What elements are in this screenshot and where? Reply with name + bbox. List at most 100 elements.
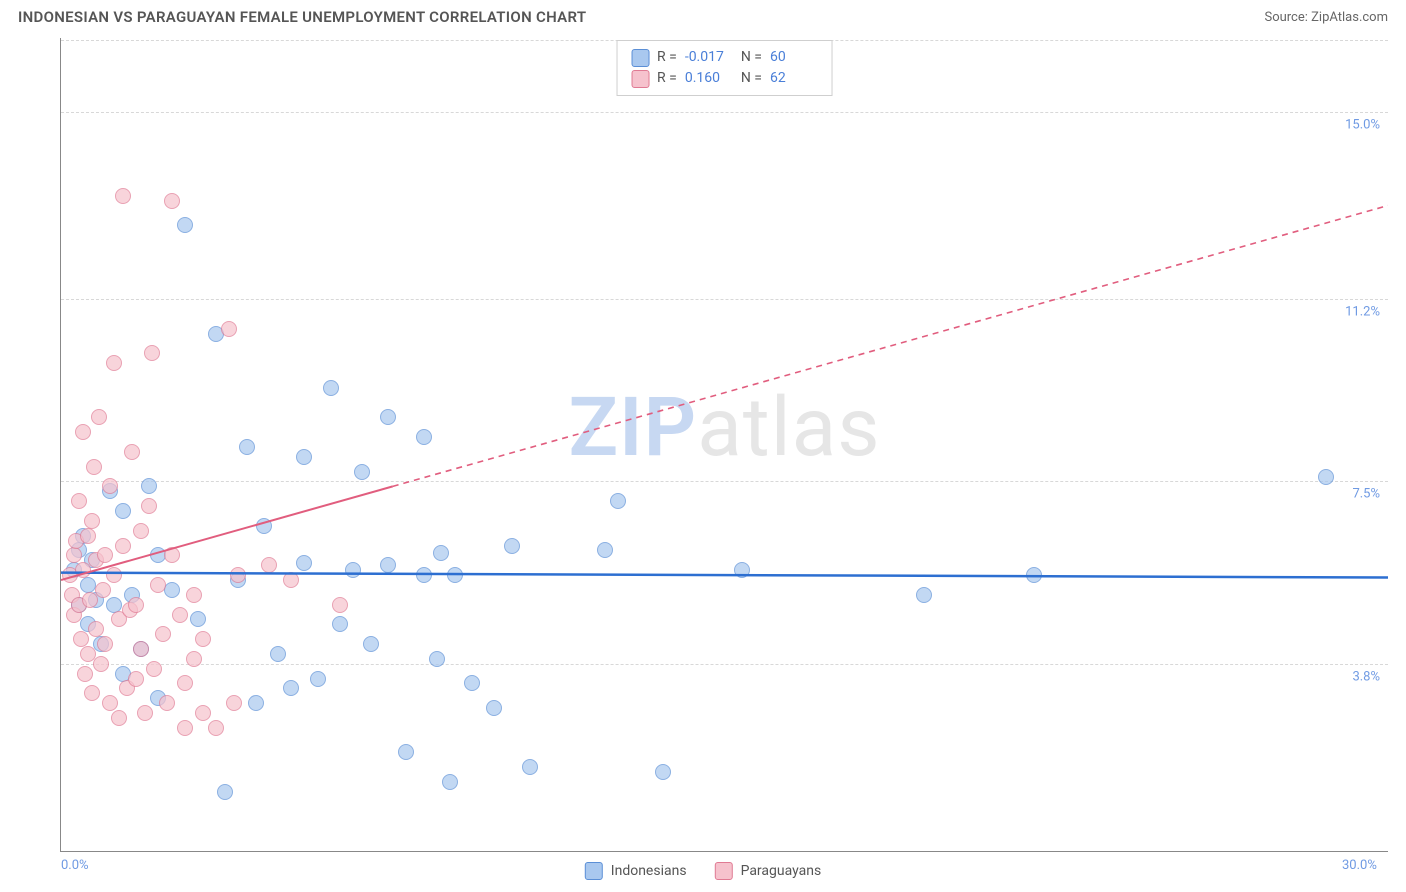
stats-row-paraguayans: R =0.160N =62 [631,68,818,89]
scatter-point-paraguayans [230,567,246,583]
trend-lines [61,38,1388,851]
scatter-point-indonesians [323,380,339,396]
swatch-paraguayans [631,70,649,88]
scatter-point-indonesians [416,429,432,445]
scatter-point-paraguayans [146,661,162,677]
scatter-point-indonesians [283,680,299,696]
legend-item-paraguayans: Paraguayans [715,862,822,880]
scatter-point-paraguayans [86,459,102,475]
scatter-point-paraguayans [128,597,144,613]
scatter-point-paraguayans [283,572,299,588]
scatter-point-indonesians [504,538,520,554]
scatter-point-indonesians [296,449,312,465]
scatter-point-paraguayans [221,321,237,337]
scatter-point-indonesians [610,493,626,509]
scatter-point-paraguayans [111,710,127,726]
scatter-point-paraguayans [97,547,113,563]
scatter-point-indonesians [217,784,233,800]
scatter-point-paraguayans [106,567,122,583]
scatter-point-paraguayans [88,621,104,637]
scatter-point-indonesians [345,562,361,578]
legend-item-indonesians: Indonesians [585,862,687,880]
stat-n-value: 60 [770,47,818,68]
scatter-point-indonesians [141,478,157,494]
stat-r-value: -0.017 [685,47,733,68]
scatter-point-indonesians [239,439,255,455]
scatter-point-indonesians [447,567,463,583]
scatter-point-paraguayans [159,695,175,711]
scatter-point-paraguayans [66,547,82,563]
stats-box: R =-0.017N =60R =0.160N =62 [616,40,833,96]
scatter-point-paraguayans [97,636,113,652]
scatter-point-paraguayans [332,597,348,613]
plot-area: ZIPatlas R =-0.017N =60R =0.160N =62 3.8… [60,38,1388,852]
scatter-point-paraguayans [144,345,160,361]
stat-r-value: 0.160 [685,68,733,89]
scatter-point-paraguayans [186,651,202,667]
watermark-rest: atlas [697,380,880,476]
stats-row-indonesians: R =-0.017N =60 [631,47,818,68]
scatter-point-indonesians [464,675,480,691]
scatter-point-indonesians [398,744,414,760]
chart-title: INDONESIAN VS PARAGUAYAN FEMALE UNEMPLOY… [18,8,586,26]
scatter-point-indonesians [916,587,932,603]
x-tick-label: 30.0% [1342,858,1377,873]
watermark-accent: ZIP [568,380,697,476]
scatter-point-paraguayans [124,444,140,460]
trendline-paraguayans-extrapolated [393,206,1388,487]
scatter-point-indonesians [310,671,326,687]
scatter-point-paraguayans [93,656,109,672]
scatter-point-indonesians [1026,567,1042,583]
scatter-point-paraguayans [177,675,193,691]
scatter-point-indonesians [248,695,264,711]
scatter-point-paraguayans [177,720,193,736]
scatter-point-paraguayans [106,355,122,371]
scatter-point-paraguayans [95,582,111,598]
trendline-paraguayans [61,486,393,580]
gridline [61,112,1388,113]
y-tick-label: 15.0% [1345,117,1380,132]
gridline [61,481,1388,482]
scatter-point-paraguayans [73,631,89,647]
scatter-point-paraguayans [155,626,171,642]
scatter-point-indonesians [115,503,131,519]
scatter-point-indonesians [256,518,272,534]
scatter-point-indonesians [380,409,396,425]
scatter-point-indonesians [442,774,458,790]
scatter-point-indonesians [296,555,312,571]
scatter-point-indonesians [270,646,286,662]
scatter-point-paraguayans [195,631,211,647]
legend-label: Paraguayans [741,863,822,879]
scatter-point-paraguayans [115,538,131,554]
stat-r-label: R = [657,68,677,89]
scatter-point-paraguayans [91,409,107,425]
swatch-indonesians [631,49,649,67]
scatter-point-paraguayans [128,671,144,687]
scatter-point-paraguayans [226,695,242,711]
y-tick-label: 7.5% [1352,487,1380,502]
chart-container: Female Unemployment ZIPatlas R =-0.017N … [18,38,1388,852]
y-tick-label: 11.2% [1345,305,1380,320]
scatter-point-indonesians [416,567,432,583]
stat-n-value: 62 [770,68,818,89]
scatter-point-paraguayans [84,513,100,529]
scatter-point-paraguayans [137,705,153,721]
scatter-point-indonesians [177,217,193,233]
scatter-point-paraguayans [115,188,131,204]
scatter-point-indonesians [106,597,122,613]
stat-r-label: R = [657,47,677,68]
scatter-point-paraguayans [261,557,277,573]
scatter-point-indonesians [486,700,502,716]
scatter-point-indonesians [429,651,445,667]
scatter-point-indonesians [354,464,370,480]
scatter-point-paraguayans [172,607,188,623]
scatter-point-paraguayans [195,705,211,721]
scatter-point-indonesians [734,562,750,578]
y-tick-label: 3.8% [1352,669,1380,684]
scatter-point-indonesians [332,616,348,632]
scatter-point-indonesians [433,545,449,561]
scatter-point-indonesians [190,611,206,627]
swatch-indonesians [585,862,603,880]
scatter-point-paraguayans [102,478,118,494]
gridline [61,664,1388,665]
